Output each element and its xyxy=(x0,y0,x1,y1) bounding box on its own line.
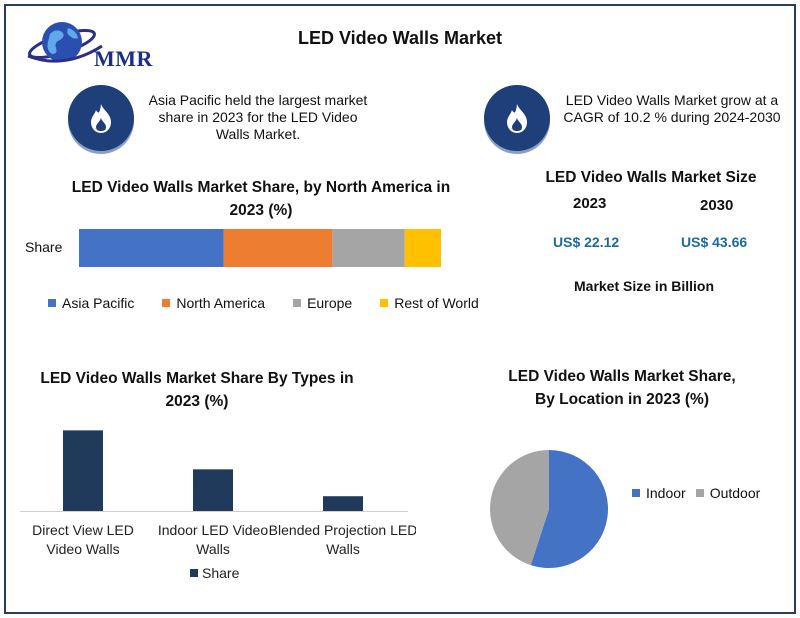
mmr-logo: MMR xyxy=(24,14,154,76)
globe-icon xyxy=(27,22,103,63)
pie-slice-indoor xyxy=(530,450,608,568)
flame-icon xyxy=(507,104,527,133)
legend-item-north-america: North America xyxy=(162,295,265,311)
legend-swatch-asia-pacific xyxy=(48,299,56,307)
page-title: LED Video Walls Market xyxy=(297,28,503,48)
market-size-title: LED Video Walls Market Size xyxy=(545,169,757,186)
types-bar-blended-projection-led-walls xyxy=(323,496,363,511)
location-pie-chart xyxy=(490,450,608,568)
market-size-caption: Market Size in Billion xyxy=(574,278,715,294)
flame-icon xyxy=(91,104,111,133)
stacked-bar-legend: Asia Pacific North America Europe Rest of W… xyxy=(48,295,507,311)
stacked-bar-chart xyxy=(79,229,441,267)
types-tick-label: Indoor LED Video Walls xyxy=(158,522,268,557)
legend-swatch-north-america xyxy=(162,299,171,307)
types-tick-label: Direct View LED Video Walls xyxy=(32,522,134,557)
stacked-segment-europe xyxy=(332,229,405,267)
highlight-badge-2 xyxy=(484,85,550,151)
highlight-text-1: Asia Pacific held the largest market sha… xyxy=(148,92,368,142)
legend-item-outdoor: Outdoor xyxy=(695,485,761,501)
location-chart-title: LED Video Walls Market Share, By Locatio… xyxy=(508,368,736,408)
legend-item-europe: Europe xyxy=(293,295,352,311)
legend-swatch-outdoor xyxy=(695,489,704,497)
logo-text: MMR xyxy=(94,46,153,71)
pie-legend: Indoor Outdoor xyxy=(632,485,770,501)
legend-item-indoor: Indoor xyxy=(632,485,686,501)
legend-swatch-indoor xyxy=(632,489,640,497)
types-tick-label: Blended Projection LED Walls xyxy=(269,522,416,557)
stacked-segment-north-america xyxy=(223,229,333,267)
types-legend-swatch xyxy=(190,569,198,577)
share-region-chart-title: LED Video Walls Market Share, by North A… xyxy=(71,179,451,219)
market-size-year-2030: 2030 xyxy=(700,197,734,214)
types-bar-chart: Direct View LED Video Walls Indoor LED Vid… xyxy=(20,430,416,581)
types-bar-indoor-led-video-walls xyxy=(193,469,233,511)
stacked-segment-asia-pacific xyxy=(79,229,224,267)
legend-label-europe: Europe xyxy=(307,295,353,311)
highlight-badge-1 xyxy=(68,85,134,151)
legend-item-rest-of-world: Rest of World xyxy=(380,295,479,311)
legend-swatch-rest-of-world xyxy=(380,299,389,307)
legend-swatch-europe xyxy=(293,299,302,307)
highlight-text-2: LED Video Walls Market grow at a CAGR of… xyxy=(563,92,781,125)
market-size-year-2023: 2023 xyxy=(573,195,607,212)
stacked-bar-category-label: Share xyxy=(25,239,63,255)
legend-label-north-america: North America xyxy=(176,295,266,311)
legend-label-asia-pacific: Asia Pacific xyxy=(62,295,135,311)
types-legend-label: Share xyxy=(202,565,240,581)
legend-item-asia-pacific: Asia Pacific xyxy=(48,295,134,311)
types-bar-direct-view-led-video-walls xyxy=(63,430,103,511)
types-chart-title: LED Video Walls Market Share By Types in… xyxy=(40,370,354,410)
pie-slice-outdoor xyxy=(490,450,549,566)
legend-label-outdoor: Outdoor xyxy=(709,485,761,501)
legend-label-indoor: Indoor xyxy=(646,485,686,501)
legend-label-rest-of-world: Rest of World xyxy=(394,295,479,311)
stacked-segment-rest-of-world xyxy=(404,229,441,267)
infographic-frame xyxy=(4,4,796,614)
market-size-value-2023: US$ 22.12 xyxy=(553,234,620,250)
market-size-value-2030: US$ 43.66 xyxy=(681,234,748,250)
